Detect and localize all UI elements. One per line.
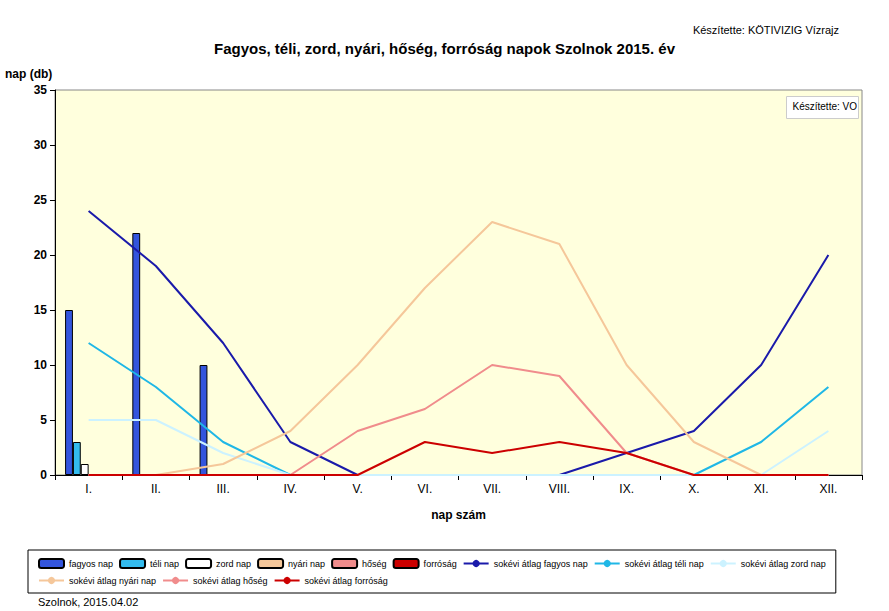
svg-text:forróság: forróság [424,559,457,569]
svg-text:X.: X. [688,482,699,496]
svg-text:sokévi átlag fagyos nap: sokévi átlag fagyos nap [494,559,588,569]
svg-text:0: 0 [40,468,47,482]
svg-text:VII.: VII. [483,482,501,496]
svg-text:nyári nap: nyári nap [288,559,325,569]
svg-text:II.: II. [151,482,161,496]
svg-text:fagyos nap: fagyos nap [69,559,113,569]
svg-text:30: 30 [34,138,48,152]
svg-text:Szolnok, 2015.04.02: Szolnok, 2015.04.02 [38,596,138,608]
svg-text:Készítette: KÖTIVIZIG Vízrajz: Készítette: KÖTIVIZIG Vízrajz [693,24,839,36]
svg-text:15: 15 [34,303,48,317]
svg-text:10: 10 [34,358,48,372]
svg-text:VIII.: VIII. [549,482,570,496]
svg-text:III.: III. [216,482,229,496]
svg-text:IV.: IV. [284,482,298,496]
svg-text:sokévi átlag forróság: sokévi átlag forróság [305,576,388,586]
svg-text:XI.: XI. [754,482,769,496]
svg-text:V.: V. [353,482,363,496]
svg-text:I.: I. [85,482,92,496]
svg-text:sokévi átlag zord nap: sokévi átlag zord nap [741,559,826,569]
svg-text:XII.: XII. [819,482,837,496]
svg-text:25: 25 [34,193,48,207]
svg-text:5: 5 [40,413,47,427]
svg-text:sokévi átlag nyári nap: sokévi átlag nyári nap [69,576,156,586]
svg-text:téli nap: téli nap [150,559,179,569]
svg-text:zord nap: zord nap [216,559,251,569]
svg-text:sokévi átlag hőség: sokévi átlag hőség [193,576,268,586]
svg-text:IX.: IX. [619,482,634,496]
svg-text:20: 20 [34,248,48,262]
svg-text:Készítette: VO: Készítette: VO [793,101,858,112]
svg-text:35: 35 [34,83,48,97]
svg-text:hőség: hőség [362,559,387,569]
svg-text:VI.: VI. [418,482,433,496]
svg-text:sokévi átlag téli nap: sokévi átlag téli nap [625,559,704,569]
svg-text:nap szám: nap szám [431,508,486,522]
svg-text:nap (db): nap (db) [5,67,52,81]
svg-text:Fagyos, téli, zord, nyári, hős: Fagyos, téli, zord, nyári, hőség, forrós… [214,40,676,57]
